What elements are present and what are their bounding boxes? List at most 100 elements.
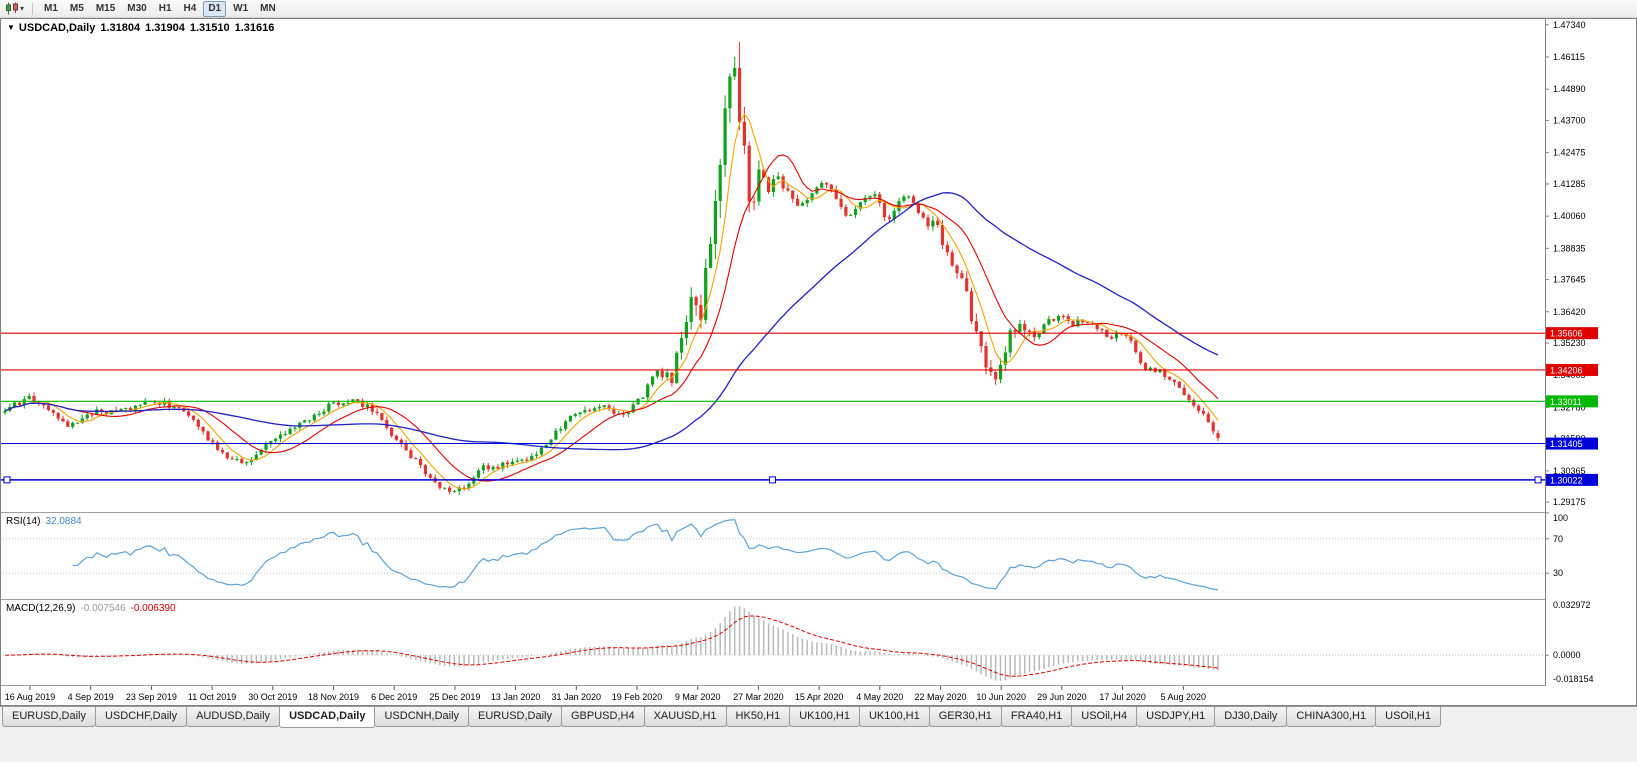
chart-tab-xauusd-h1[interactable]: XAUUSD,H1 bbox=[643, 707, 727, 727]
svg-text:1.47340: 1.47340 bbox=[1553, 20, 1586, 30]
chart-tab-usdcnh-daily[interactable]: USDCNH,Daily bbox=[374, 707, 470, 727]
svg-text:-0.018154: -0.018154 bbox=[1553, 674, 1594, 684]
svg-text:6 Dec 2019: 6 Dec 2019 bbox=[371, 692, 417, 702]
svg-text:1.42475: 1.42475 bbox=[1553, 148, 1586, 158]
svg-text:16 Aug 2019: 16 Aug 2019 bbox=[5, 692, 56, 702]
svg-text:1.33011: 1.33011 bbox=[1550, 397, 1582, 407]
chart-tab-ger30-h1[interactable]: GER30,H1 bbox=[928, 707, 1002, 727]
chevron-down-icon[interactable]: ▾ bbox=[20, 3, 25, 13]
chart-tab-gbpusd-h4[interactable]: GBPUSD,H4 bbox=[561, 707, 645, 727]
svg-text:1.30365: 1.30365 bbox=[1553, 466, 1586, 476]
svg-text:30 Oct 2019: 30 Oct 2019 bbox=[248, 692, 297, 702]
chart-tab-eurusd-daily[interactable]: EURUSD,Daily bbox=[2, 707, 96, 727]
rsi-indicator-label: RSI(14) 32.0884 bbox=[6, 516, 87, 527]
timeframe-button-h1[interactable]: H1 bbox=[158, 2, 172, 14]
timeframe-button-mn[interactable]: MN bbox=[260, 2, 276, 14]
chart-title-low: 1.31510 bbox=[189, 22, 230, 34]
timeframe-button-m5[interactable]: M5 bbox=[69, 2, 84, 14]
horizontal-lines-layer[interactable] bbox=[0, 332, 1545, 484]
svg-text:31 Jan 2020: 31 Jan 2020 bbox=[552, 692, 602, 702]
svg-text:19 Feb 2020: 19 Feb 2020 bbox=[612, 692, 663, 702]
toolbar-separator bbox=[32, 2, 34, 15]
chart-tab-usoil-h4[interactable]: USOil,H4 bbox=[1071, 707, 1138, 727]
svg-text:18 Nov 2019: 18 Nov 2019 bbox=[308, 692, 359, 702]
bottom-strip bbox=[0, 730, 1637, 762]
chart-tab-fra40-h1[interactable]: FRA40,H1 bbox=[1000, 707, 1073, 727]
svg-text:1.35230: 1.35230 bbox=[1553, 338, 1586, 348]
svg-text:1.31405: 1.31405 bbox=[1550, 439, 1583, 449]
chart-tab-audusd-daily[interactable]: AUDUSD,Daily bbox=[186, 707, 281, 727]
svg-text:23 Sep 2019: 23 Sep 2019 bbox=[126, 692, 177, 702]
chart-title-high: 1.31904 bbox=[145, 22, 185, 34]
chart-tab-dj30-daily[interactable]: DJ30,Daily bbox=[1214, 707, 1288, 727]
svg-text:10 Jun 2020: 10 Jun 2020 bbox=[976, 692, 1026, 702]
chart-title-open: 1.31804 bbox=[100, 22, 141, 34]
timeframe-button-d1[interactable]: D1 bbox=[203, 0, 227, 17]
chart-area[interactable]: 1.47340 1.46115 1.44890 1.43700 1.42475 1.412… bbox=[0, 18, 1637, 706]
svg-text:0.032972: 0.032972 bbox=[1553, 600, 1591, 610]
svg-text:1.36420: 1.36420 bbox=[1553, 307, 1586, 317]
chart-tab-uk100-h1[interactable]: UK100,H1 bbox=[789, 707, 860, 727]
chart-tab-eurusd-daily[interactable]: EURUSD,Daily bbox=[468, 707, 562, 727]
svg-text:1.37645: 1.37645 bbox=[1553, 275, 1586, 285]
svg-text:5 Aug 2020: 5 Aug 2020 bbox=[1161, 692, 1207, 702]
chart-context-marker-icon[interactable]: ▼ bbox=[7, 23, 15, 32]
macd-value: -0.007546 bbox=[80, 603, 126, 614]
timeframe-button-m1[interactable]: M1 bbox=[44, 2, 58, 14]
svg-text:1.46115: 1.46115 bbox=[1553, 52, 1585, 62]
price-axis[interactable]: 1.47340 1.46115 1.44890 1.43700 1.42475 1.412… bbox=[1545, 20, 1598, 684]
timeframe-button-m15[interactable]: M15 bbox=[95, 2, 116, 14]
svg-text:1.38835: 1.38835 bbox=[1553, 243, 1586, 253]
candlestick-chart-icon[interactable] bbox=[4, 2, 20, 16]
date-axis[interactable]: 16 Aug 2019 4 Sep 2019 23 Sep 2019 11 Oct 2… bbox=[5, 686, 1206, 702]
timeframe-button-m30[interactable]: M30 bbox=[127, 2, 147, 14]
chart-tab-usdchf-daily[interactable]: USDCHF,Daily bbox=[94, 707, 188, 727]
svg-text:30: 30 bbox=[1553, 568, 1563, 578]
svg-text:13 Jan 2020: 13 Jan 2020 bbox=[491, 692, 541, 702]
chart-title-close: 1.31616 bbox=[234, 22, 275, 34]
svg-text:1.41285: 1.41285 bbox=[1553, 179, 1586, 189]
timeframe-button-group: M1 M5 M15 M30 H1 H4 D1 W1 MN bbox=[38, 0, 282, 17]
svg-text:25 Dec 2019: 25 Dec 2019 bbox=[429, 692, 480, 702]
ma-slow-line bbox=[4, 192, 1219, 451]
svg-text:1.35606: 1.35606 bbox=[1550, 329, 1583, 339]
chart-tab-usoil-h1[interactable]: USOil,H1 bbox=[1375, 707, 1441, 727]
chart-tab-usdjpy-h1[interactable]: USDJPY,H1 bbox=[1136, 707, 1216, 727]
rsi-name: RSI(14) bbox=[6, 516, 41, 527]
svg-text:11 Oct 2019: 11 Oct 2019 bbox=[188, 692, 236, 702]
svg-text:70: 70 bbox=[1553, 534, 1563, 544]
rsi-value: 32.0884 bbox=[45, 516, 82, 527]
svg-text:1.44890: 1.44890 bbox=[1553, 84, 1586, 94]
svg-text:1.29175: 1.29175 bbox=[1553, 497, 1586, 507]
chart-canvas[interactable]: 1.47340 1.46115 1.44890 1.43700 1.42475 1.412… bbox=[0, 18, 1637, 706]
svg-text:15 Apr 2020: 15 Apr 2020 bbox=[795, 692, 844, 702]
svg-text:1.30022: 1.30022 bbox=[1550, 475, 1583, 485]
svg-text:9 Mar 2020: 9 Mar 2020 bbox=[675, 692, 721, 702]
svg-text:100: 100 bbox=[1553, 513, 1568, 523]
svg-text:4 May 2020: 4 May 2020 bbox=[856, 692, 903, 702]
svg-text:1.43700: 1.43700 bbox=[1553, 115, 1586, 125]
chart-tab-bar: EURUSD,Daily USDCHF,Daily AUDUSD,Daily USDC… bbox=[0, 706, 1637, 730]
timeframe-button-h4[interactable]: H4 bbox=[183, 2, 197, 14]
svg-text:22 May 2020: 22 May 2020 bbox=[914, 692, 966, 702]
svg-text:0.0000: 0.0000 bbox=[1553, 650, 1581, 660]
chart-tab-china300-h1[interactable]: CHINA300,H1 bbox=[1286, 707, 1377, 727]
chart-tab-usdcad-daily[interactable]: USDCAD,Daily bbox=[279, 707, 376, 728]
rsi-pane bbox=[0, 519, 1545, 591]
macd-pane bbox=[0, 606, 1545, 681]
timeframe-button-w1[interactable]: W1 bbox=[233, 2, 249, 14]
svg-text:1.32780: 1.32780 bbox=[1553, 402, 1586, 412]
chart-title-symbol: USDCAD,Daily bbox=[18, 22, 96, 34]
ma-mid-line bbox=[4, 154, 1219, 482]
svg-text:17 Jul 2020: 17 Jul 2020 bbox=[1099, 692, 1146, 702]
top-toolbar: ▾ M1 M5 M15 M30 H1 H4 D1 W1 MN bbox=[0, 0, 1637, 18]
chart-tab-uk100-h1[interactable]: UK100,H1 bbox=[858, 707, 930, 727]
chart-title: ▼ USDCAD,Daily 1.31804 1.31904 1.31510 1.3161… bbox=[7, 22, 279, 34]
svg-text:1.40060: 1.40060 bbox=[1553, 211, 1586, 221]
chart-tab-hk50-h1[interactable]: HK50,H1 bbox=[725, 707, 791, 727]
svg-text:29 Jun 2020: 29 Jun 2020 bbox=[1037, 692, 1087, 702]
macd-indicator-label: MACD(12,26,9) -0.007546 -0.006390 bbox=[6, 603, 181, 614]
macd-signal-value: -0.006390 bbox=[130, 603, 176, 614]
svg-text:4 Sep 2019: 4 Sep 2019 bbox=[68, 692, 114, 702]
